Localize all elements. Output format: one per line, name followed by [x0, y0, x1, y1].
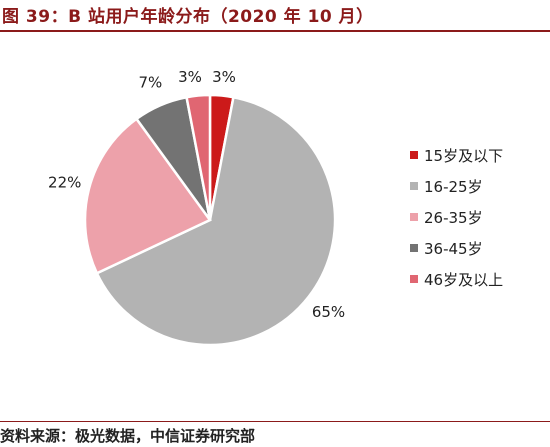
legend-swatch-4 [410, 244, 418, 252]
pie-slice-5 [185, 93, 212, 221]
legend-swatch-1 [410, 151, 418, 159]
pie-chart: 3% 65% 22% 7% 3% 15岁及以下 16-25岁 26-35岁 36-45岁 46岁… [48, 68, 503, 347]
legend-label-5: 46岁及以上 [424, 271, 503, 289]
legend-label-2: 16-25岁 [424, 178, 483, 196]
pie-slice-3 [83, 117, 212, 275]
source-note: 资料来源：极光数据，中信证券研究部 [0, 427, 256, 445]
pie-label-4: 7% [139, 73, 163, 91]
legend-swatch-5 [410, 275, 418, 283]
source-rule [0, 421, 550, 422]
pie-label-1: 3% [212, 68, 236, 86]
legend-label-1: 15岁及以下 [424, 147, 503, 165]
legend-label-3: 26-35岁 [424, 209, 483, 227]
legend-swatch-2 [410, 182, 418, 190]
title-rule [0, 30, 550, 32]
pie-slice-2 [95, 95, 337, 347]
pie-label-5: 3% [178, 68, 202, 86]
legend-label-4: 36-45岁 [424, 240, 483, 258]
pie-label-3: 22% [48, 174, 81, 192]
pie-label-2: 65% [312, 303, 345, 321]
legend-swatch-3 [410, 213, 418, 221]
figure-title: 图 39：B 站用户年龄分布（2020 年 10 月） [2, 7, 374, 27]
